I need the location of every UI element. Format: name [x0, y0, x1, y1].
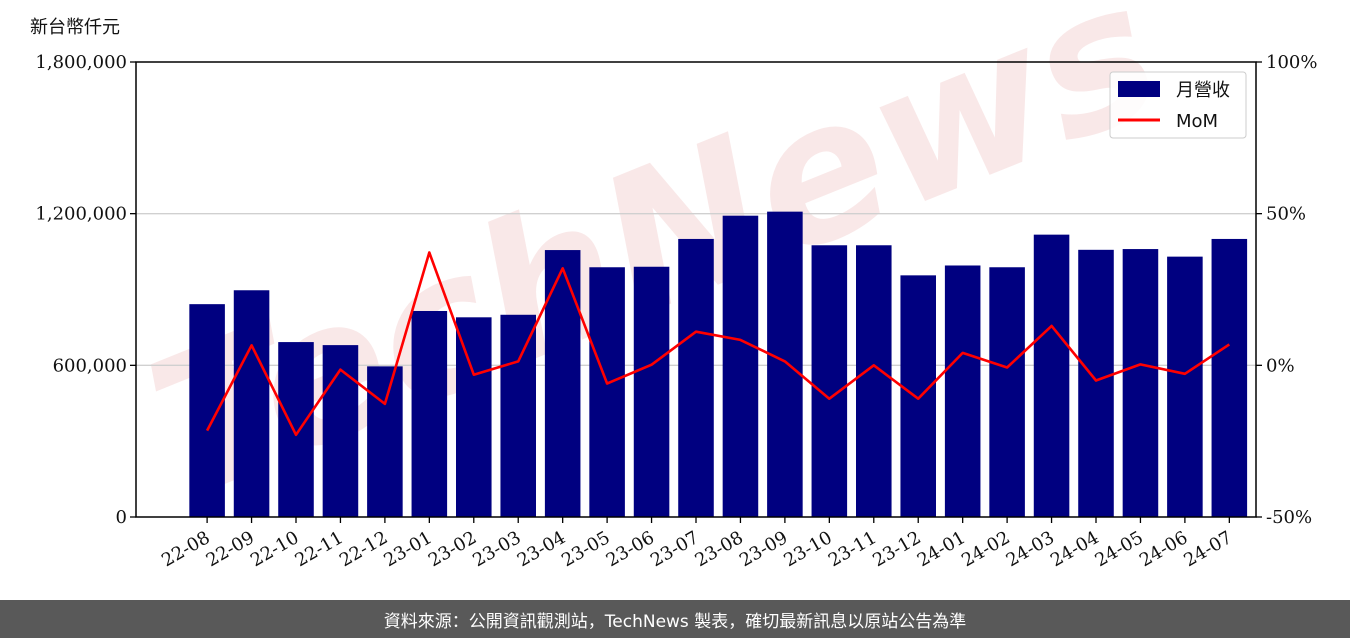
x-tick-label: 24-05	[1092, 527, 1147, 571]
mom-series-line	[205, 251, 1231, 437]
bar-22-12	[367, 366, 403, 517]
x-tick-label: 23-07	[647, 527, 702, 571]
bar-23-04	[544, 250, 581, 518]
x-tick-label: 23-11	[825, 527, 880, 571]
legend-swatch-revenue	[1118, 81, 1160, 97]
bar-24-07	[1211, 238, 1248, 517]
bar-23-02	[456, 317, 492, 517]
legend-label-revenue: 月營收	[1176, 80, 1230, 101]
x-tick-label: 23-01	[380, 527, 435, 571]
bar-23-12	[900, 275, 936, 517]
y-right-tick-label: 100%	[1266, 52, 1317, 73]
mom-line	[205, 251, 1231, 437]
bar-23-03	[500, 314, 536, 517]
y-right-tick-label: -50%	[1266, 507, 1312, 528]
x-tick-label: 23-04	[514, 527, 569, 571]
x-tick-label: 23-02	[425, 527, 480, 571]
x-tick-label: 22-12	[336, 527, 391, 571]
bar-22-11	[322, 345, 359, 517]
source-footer: 資料來源：公開資訊觀測站，TechNews 製表，確切最新訊息以原站公告為準	[0, 600, 1350, 638]
x-tick-label: 24-06	[1136, 527, 1191, 571]
bar-24-01	[944, 265, 981, 517]
x-tick-label: 23-10	[780, 527, 835, 571]
x-tick-label: 23-05	[558, 527, 613, 571]
x-tick-label: 23-06	[603, 527, 658, 571]
x-tick-label: 24-04	[1047, 527, 1102, 571]
revenue-bars	[189, 211, 1248, 518]
unit-label: 新台幣仟元	[30, 17, 120, 38]
legend-label-mom: MoM	[1176, 111, 1218, 132]
y-left-tick-label: 0	[116, 507, 127, 528]
x-tick-label: 23-09	[736, 527, 791, 571]
bar-24-03	[1033, 234, 1070, 517]
bar-23-11	[856, 245, 892, 517]
x-tick-label: 24-03	[1003, 527, 1058, 571]
x-tick-label: 23-12	[869, 527, 924, 571]
bar-23-01	[411, 310, 448, 517]
bar-23-08	[722, 215, 759, 517]
y-right-tick-label: 0%	[1266, 355, 1295, 376]
y-left-tick-label: 600,000	[53, 355, 127, 376]
x-tick-label: 22-11	[292, 527, 347, 571]
x-tick-label: 22-10	[247, 527, 302, 571]
x-tick-label: 24-01	[914, 527, 969, 571]
x-tick-label: 23-03	[469, 527, 524, 571]
footer-text: 資料來源：公開資訊觀測站，TechNews 製表，確切最新訊息以原站公告為準	[383, 611, 967, 632]
x-tick-label: 24-07	[1180, 527, 1235, 571]
bar-22-10	[278, 342, 314, 517]
x-tick-label: 24-02	[958, 527, 1013, 571]
revenue-chart: TechNews 0600,0001,200,0001,800,000-50%0…	[30, 0, 1317, 571]
legend: 月營收 MoM	[1109, 71, 1247, 139]
bar-22-08	[189, 304, 225, 517]
bar-24-04	[1078, 249, 1114, 517]
bar-23-07	[678, 238, 714, 517]
bar-23-05	[589, 267, 625, 517]
bar-23-09	[767, 211, 803, 517]
y-right-tick-label: 50%	[1266, 204, 1306, 225]
x-tick-label: 23-08	[692, 527, 747, 571]
y-left-tick-label: 1,800,000	[35, 52, 127, 73]
bar-24-05	[1122, 249, 1159, 518]
y-left-tick-label: 1,200,000	[35, 204, 127, 225]
bar-24-06	[1167, 256, 1203, 517]
bar-24-02	[989, 267, 1025, 517]
bar-23-06	[633, 266, 670, 517]
x-tick-label: 22-08	[158, 527, 213, 571]
bar-23-10	[811, 245, 848, 517]
bar-22-09	[233, 290, 270, 517]
